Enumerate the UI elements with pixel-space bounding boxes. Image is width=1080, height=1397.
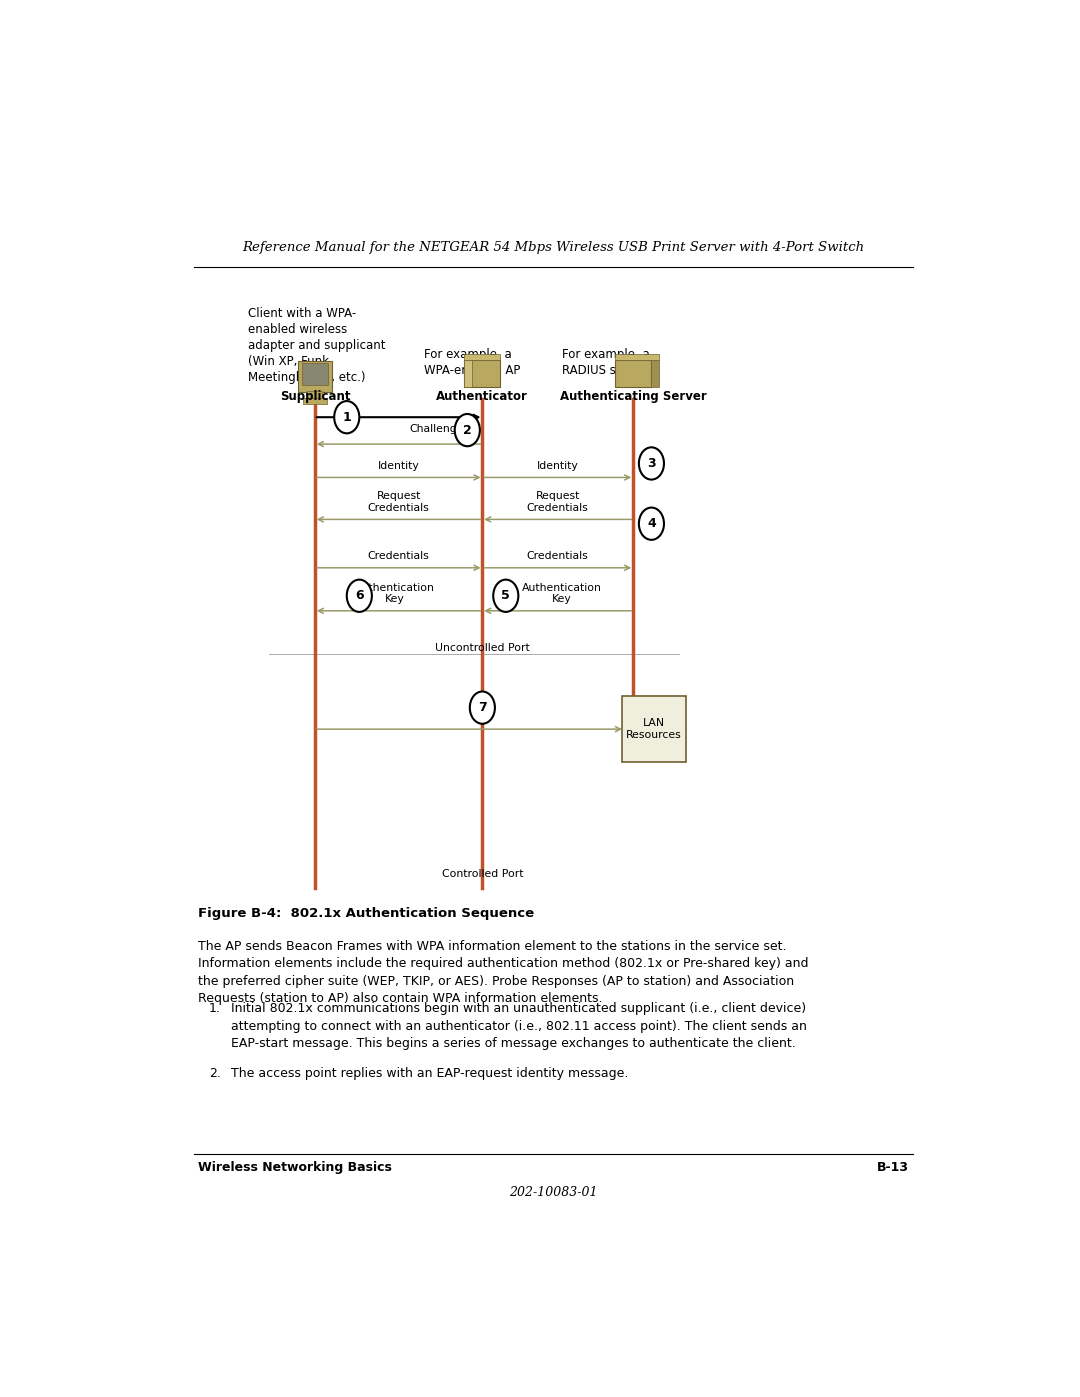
Text: LAN
Resources: LAN Resources (626, 718, 681, 740)
Text: 6: 6 (355, 590, 364, 602)
FancyBboxPatch shape (651, 359, 659, 387)
Text: For example, a
RADIUS server: For example, a RADIUS server (562, 348, 650, 377)
Text: Client with a WPA-
enabled wireless
adapter and supplicant
(Win XP, Funk,
Meetin: Client with a WPA- enabled wireless adap… (248, 307, 386, 384)
Text: Identity: Identity (537, 461, 579, 471)
Text: 7: 7 (478, 701, 487, 714)
Text: Controlled Port: Controlled Port (442, 869, 523, 879)
Text: 2.: 2. (208, 1067, 220, 1080)
Text: 1.: 1. (208, 1003, 220, 1016)
Text: Challenge: Challenge (409, 425, 463, 434)
FancyBboxPatch shape (298, 362, 332, 393)
FancyBboxPatch shape (308, 391, 323, 398)
Circle shape (347, 580, 372, 612)
Text: The AP sends Beacon Frames with WPA information element to the stations in the s: The AP sends Beacon Frames with WPA info… (198, 940, 808, 1006)
Text: Authentication
Key: Authentication Key (522, 583, 602, 605)
Text: 3: 3 (647, 457, 656, 469)
FancyBboxPatch shape (464, 359, 500, 387)
Text: Initial 802.1x communications begin with an unauthenticated supplicant (i.e., cl: Initial 802.1x communications begin with… (231, 1003, 807, 1051)
Text: Credentials: Credentials (527, 552, 589, 562)
Text: Reference Manual for the NETGEAR 54 Mbps Wireless USB Print Server with 4-Port S: Reference Manual for the NETGEAR 54 Mbps… (242, 240, 865, 254)
FancyBboxPatch shape (615, 359, 651, 387)
Text: 5: 5 (501, 590, 510, 602)
Circle shape (494, 580, 518, 612)
Text: 4: 4 (647, 517, 656, 531)
Circle shape (639, 507, 664, 539)
Text: 1: 1 (342, 411, 351, 423)
Text: Request
Credentials: Request Credentials (368, 492, 430, 513)
FancyBboxPatch shape (464, 353, 500, 359)
Text: The access point replies with an EAP-request identity message.: The access point replies with an EAP-req… (231, 1067, 629, 1080)
Text: 2: 2 (463, 423, 472, 437)
Text: Figure B-4:  802.1x Authentication Sequence: Figure B-4: 802.1x Authentication Sequen… (198, 907, 534, 919)
Text: Authenticating Server: Authenticating Server (559, 390, 706, 404)
Circle shape (470, 692, 495, 724)
Text: Credentials: Credentials (368, 552, 430, 562)
Circle shape (334, 401, 360, 433)
Text: Authentication
Key: Authentication Key (354, 583, 434, 605)
Text: B-13: B-13 (877, 1161, 909, 1173)
FancyBboxPatch shape (302, 363, 327, 384)
Circle shape (455, 414, 480, 446)
FancyBboxPatch shape (302, 398, 327, 404)
Text: For example, a
WPA-enabled AP: For example, a WPA-enabled AP (423, 348, 521, 377)
Text: Authenticator: Authenticator (436, 390, 528, 404)
Text: 202-10083-01: 202-10083-01 (510, 1186, 597, 1199)
Text: Identity: Identity (378, 461, 419, 471)
Text: Wireless Networking Basics: Wireless Networking Basics (198, 1161, 392, 1173)
Circle shape (639, 447, 664, 479)
FancyBboxPatch shape (464, 359, 472, 387)
FancyBboxPatch shape (622, 696, 686, 763)
FancyBboxPatch shape (615, 353, 659, 359)
Text: Supplicant: Supplicant (280, 390, 350, 404)
Text: Uncontrolled Port: Uncontrolled Port (435, 643, 529, 652)
Text: Request
Credentials: Request Credentials (527, 492, 589, 513)
